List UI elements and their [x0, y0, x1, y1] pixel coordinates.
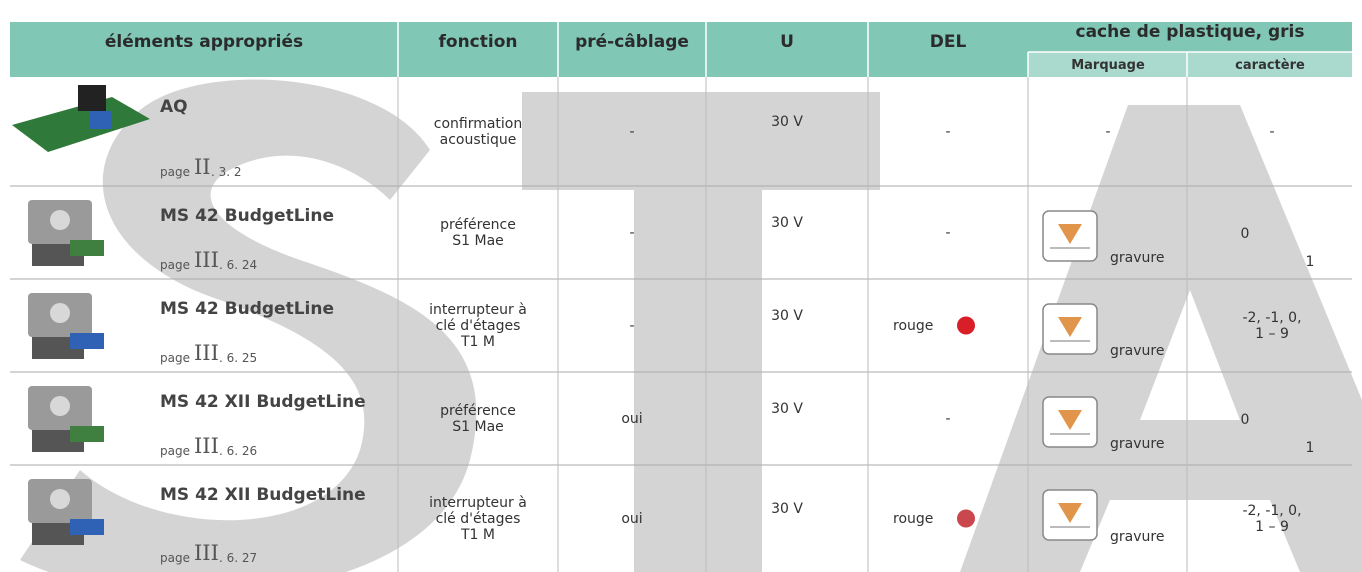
page-volume: III [194, 248, 219, 272]
led-color: rouge [893, 510, 934, 527]
voltage: 30 V [771, 400, 803, 417]
character: 1 – 9 [1255, 325, 1289, 342]
function-text: préférence [440, 402, 516, 419]
page-volume: III [194, 434, 219, 458]
product-name: MS 42 BudgetLine [160, 299, 335, 319]
column-header: pré-câblage [575, 32, 689, 52]
product-image [90, 111, 112, 129]
page-volume: II [194, 155, 211, 179]
marking: gravure [1110, 343, 1165, 359]
character: 1 – 9 [1255, 518, 1289, 535]
product-name: MS 42 BudgetLine [160, 206, 335, 226]
marking: gravure [1110, 436, 1165, 452]
product-image [50, 489, 70, 509]
voltage: 30 V [771, 500, 803, 517]
page-ref: page [160, 258, 190, 272]
watermark-a [960, 105, 1362, 572]
character: - [1269, 123, 1275, 140]
page-ref: . 3. 2 [211, 165, 242, 179]
page-ref: page [160, 551, 190, 565]
page-volume: III [194, 541, 219, 565]
function-text: S1 Mae [452, 418, 504, 435]
function-text: T1 M [461, 526, 495, 543]
column-header: DEL [929, 32, 967, 52]
watermark-s [20, 79, 477, 572]
character: 1 [1305, 440, 1315, 456]
marking: gravure [1110, 529, 1165, 545]
precabling: - [629, 224, 635, 241]
led-color: - [945, 123, 951, 140]
page-ref: page [160, 351, 190, 365]
function-text: T1 M [461, 333, 495, 350]
product-image [50, 303, 70, 323]
voltage: 30 V [771, 113, 803, 130]
function-text: confirmation [433, 115, 523, 132]
function-text: interrupteur à [429, 494, 527, 511]
led-color: rouge [893, 317, 934, 334]
marking-icon [1058, 317, 1082, 337]
led-color: - [945, 224, 951, 241]
voltage: 30 V [771, 307, 803, 324]
header-band [10, 52, 1028, 77]
function-text: préférence [440, 216, 516, 233]
page-ref: page [160, 165, 190, 179]
marking: - [1105, 123, 1111, 140]
function-text: interrupteur à [429, 301, 527, 318]
character: -2, -1, 0, [1242, 309, 1302, 326]
product-image [70, 240, 104, 256]
marking-icon [1058, 224, 1082, 244]
precabling: oui [621, 510, 643, 527]
product-name: MS 42 XII BudgetLine [160, 485, 366, 505]
character: 1 [1305, 254, 1315, 270]
product-image [70, 426, 104, 442]
page-volume: III [194, 341, 219, 365]
page-ref: page [160, 444, 190, 458]
subheader-band [1028, 52, 1352, 77]
character: 0 [1240, 412, 1250, 428]
precabling: - [629, 123, 635, 140]
led-dot [957, 509, 975, 528]
function-text: clé d'étages [435, 510, 521, 527]
column-header: cache de plastique, gris [1075, 22, 1305, 42]
column-header: fonction [438, 32, 518, 52]
marking: gravure [1110, 250, 1165, 266]
function-text: acoustique [439, 131, 517, 148]
product-image [78, 85, 106, 111]
header-band [10, 22, 1352, 52]
led-dot [957, 316, 975, 335]
precabling: - [629, 317, 635, 334]
page-ref: . 6. 24 [219, 258, 258, 272]
page-ref: . 6. 27 [219, 551, 258, 565]
column-header: U [780, 32, 794, 52]
column-header: éléments appropriés [104, 32, 304, 52]
led-color: - [945, 410, 951, 427]
character: -2, -1, 0, [1242, 502, 1302, 519]
product-image [12, 97, 150, 152]
sub-header: caractère [1235, 58, 1305, 73]
product-name: AQ [160, 97, 188, 117]
watermark [20, 79, 1362, 572]
product-name: MS 42 XII BudgetLine [160, 392, 366, 412]
character: 0 [1240, 226, 1250, 242]
product-image [50, 396, 70, 416]
page-ref: . 6. 25 [219, 351, 258, 365]
voltage: 30 V [771, 214, 803, 231]
function-text: S1 Mae [452, 232, 504, 249]
function-text: clé d'étages [435, 317, 521, 334]
watermark-t [522, 92, 880, 572]
page-ref: . 6. 26 [219, 444, 258, 458]
product-image [70, 519, 104, 535]
marking-icon [1058, 410, 1082, 430]
sub-header: Marquage [1071, 58, 1145, 73]
product-image [70, 333, 104, 349]
precabling: oui [621, 410, 643, 427]
product-image [50, 210, 70, 230]
marking-icon [1058, 503, 1082, 523]
